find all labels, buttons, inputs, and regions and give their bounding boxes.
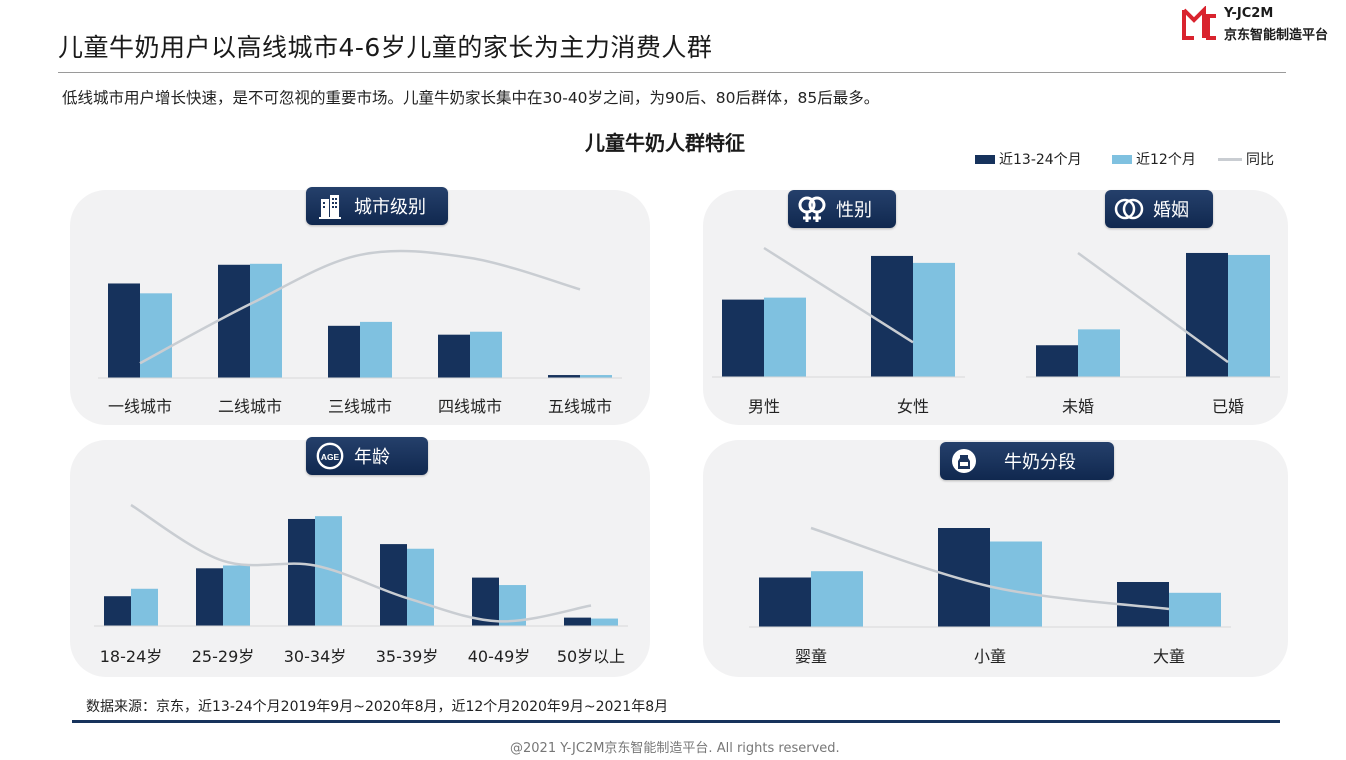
city-bar-s2-0 (140, 293, 172, 378)
page-title: 儿童牛奶用户以高线城市4-6岁儿童的家长为主力消费人群 (58, 33, 713, 62)
city-bar-s2-3 (470, 331, 502, 378)
age-bar-s2-0 (131, 588, 158, 626)
badge-marriage-label: 婚姻 (1153, 200, 1189, 221)
brand-tagline: 京东智能制造平台 (1224, 28, 1329, 43)
city-bar-s2-1 (250, 263, 282, 378)
age-bar-s2-1 (223, 565, 250, 626)
badge-milk: 牛奶分段 (940, 442, 1114, 480)
gender-bar-s1-0 (722, 299, 764, 377)
legend-item-s2: 近12个月 (1112, 149, 1196, 169)
legend-swatch-line (1218, 157, 1242, 161)
gender-icon (797, 194, 827, 224)
milk-bar-s2-2 (1169, 592, 1221, 627)
age-icon-text: AGE (321, 452, 340, 462)
age-tick-label-1: 25-29岁 (192, 647, 255, 666)
subtitle: 低线城市用户增长快速，是不可忽视的重要市场。儿童牛奶家长集中在30-40岁之间，… (62, 89, 880, 107)
city-tick-label-3: 四线城市 (438, 397, 502, 416)
building-icon (315, 191, 345, 221)
milk-bar-s1-0 (759, 577, 811, 627)
marriage-bar-s2-0 (1078, 329, 1120, 377)
age-tick-label-4: 40-49岁 (468, 647, 531, 666)
gender-tick-label-0: 男性 (748, 397, 780, 416)
title-divider (58, 72, 1286, 73)
brand-logo-icon (1182, 5, 1216, 40)
marriage-tick-label-0: 未婚 (1062, 397, 1094, 416)
badge-age-label: 年龄 (354, 447, 390, 468)
marriage-trend-line (1077, 251, 1229, 364)
rings-icon (1114, 194, 1144, 224)
city-bar-s1-4 (548, 375, 580, 378)
legend-item-s1: 近13-24个月 (975, 149, 1082, 169)
city-tick-label-2: 三线城市 (328, 397, 392, 416)
city-tick-label-0: 一线城市 (108, 397, 172, 416)
milk-bar-s2-0 (811, 571, 863, 627)
age-tick-label-0: 18-24岁 (100, 647, 163, 666)
marriage-tick-label-1: 已婚 (1212, 397, 1244, 416)
milk-bar-s2-1 (990, 541, 1042, 627)
badge-city-label: 城市级别 (354, 197, 426, 218)
legend-label-s2: 近12个月 (1136, 152, 1196, 168)
city-tick-label-1: 二线城市 (218, 397, 282, 416)
age-tick-label-2: 30-34岁 (284, 647, 347, 666)
copyright: @2021 Y-JC2M京东智能制造平台. All rights reserve… (510, 741, 840, 756)
age-bar-s1-2 (288, 518, 315, 626)
legend-label-s1: 近13-24个月 (999, 152, 1082, 168)
age-tick-label-5: 50岁以上 (557, 647, 625, 666)
city-bar-s1-1 (218, 264, 250, 378)
marriage-bar-s1-0 (1036, 345, 1078, 377)
gender-bar-s2-0 (764, 297, 806, 377)
milk-icon (949, 446, 979, 476)
gender-bar-s1-1 (871, 255, 913, 377)
city-tick-label-4: 五线城市 (548, 397, 612, 416)
brand-name: Y-JC2M (1224, 6, 1274, 21)
city-trend-line (139, 249, 581, 365)
chart-main-title: 儿童牛奶人群特征 (585, 131, 745, 155)
marriage-bar-s2-1 (1228, 254, 1270, 377)
age-trend-line (130, 503, 592, 623)
badge-gender: 性别 (788, 190, 896, 228)
badge-age: AGE 年龄 (306, 437, 428, 475)
legend-label-line: 同比 (1246, 152, 1274, 168)
milk-bar-s1-1 (938, 528, 990, 627)
milk-tick-label-0: 婴童 (795, 647, 827, 666)
city-bar-s1-2 (328, 325, 360, 378)
milk-trend-line (810, 526, 1170, 611)
badge-marriage: 婚姻 (1105, 190, 1213, 228)
age-bar-s1-5 (564, 617, 591, 626)
badge-milk-label: 牛奶分段 (1004, 452, 1076, 473)
panel-age (70, 440, 650, 677)
city-bar-s2-2 (360, 321, 392, 378)
age-bar-s1-3 (380, 544, 407, 626)
brand-logo: Y-JC2M 京东智能制造平台 (1180, 5, 1340, 46)
age-bar-s2-5 (591, 618, 618, 626)
gender-tick-label-1: 女性 (897, 397, 929, 416)
age-tick-label-3: 35-39岁 (376, 647, 439, 666)
legend-swatch-dark (975, 154, 995, 164)
age-bar-s1-1 (196, 568, 223, 626)
milk-tick-label-2: 大童 (1153, 647, 1185, 666)
city-bar-s1-0 (108, 283, 140, 378)
legend-swatch-light (1112, 154, 1132, 164)
age-icon: AGE (315, 441, 345, 471)
legend-item-line: 同比 (1218, 149, 1274, 169)
city-bar-s1-3 (438, 334, 470, 378)
gender-bar-s2-1 (913, 262, 955, 377)
age-bar-s2-3 (407, 548, 434, 626)
age-bar-s1-0 (104, 596, 131, 626)
footer-divider (72, 720, 1280, 723)
milk-tick-label-1: 小童 (974, 647, 1006, 666)
badge-gender-label: 性别 (836, 200, 872, 221)
badge-city: 城市级别 (306, 187, 448, 225)
city-bar-s2-4 (580, 375, 612, 378)
gender-trend-line (763, 246, 914, 344)
data-source-note: 数据来源：京东，近13-24个月2019年9月~2020年8月，近12个月202… (86, 699, 669, 715)
